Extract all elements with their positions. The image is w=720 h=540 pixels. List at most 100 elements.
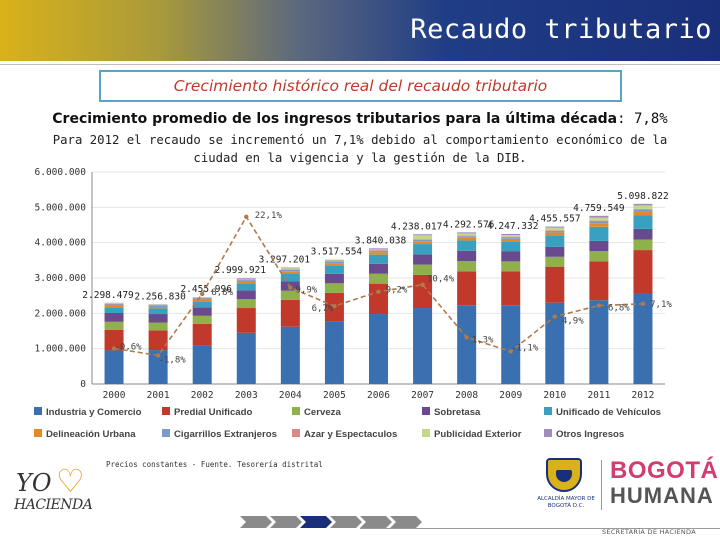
bar-segment [589,217,609,221]
bar-segment [192,298,212,300]
alcaldia-crest-logo: ALCALDÍA MAYOR DE BOGOTÁ D.C. [532,456,600,516]
bar-segment [457,261,477,272]
bar-segment [192,323,212,346]
growth-label: 1,3% [472,335,494,345]
bar-segment [236,278,256,279]
bar-segment [236,290,256,300]
x-tick-label: 2003 [235,390,258,401]
bar-segment [369,254,388,264]
logo-yo-text: YO [16,469,52,497]
x-tick-label: 2000 [103,390,126,401]
x-tick-label: 2004 [279,390,302,401]
bar-segment [545,232,565,236]
legend-label: Cerveza [304,407,341,418]
progress-chevrons [240,516,422,528]
bar-segment [369,283,388,315]
growth-point [376,289,381,294]
bar-segment [369,250,388,251]
x-tick-label: 2008 [455,390,478,401]
bar-segment [501,233,521,235]
growth-label: 8,8% [211,288,233,298]
bar-segment [280,269,300,272]
legend-label: Sobretasa [434,407,481,418]
chevron-step-icon [300,516,332,528]
bar-segment [148,305,168,307]
bar-segment [457,240,477,251]
average-growth-label: Crecimiento promedio de los ingresos tri… [52,111,618,127]
legend-label: Delineación Urbana [46,429,136,440]
bar-segment [192,299,212,302]
legend-label: Azar y Espectaculos [304,429,397,440]
x-tick-label: 2002 [191,390,214,401]
bar-segment [589,221,609,224]
bar-segment [236,308,256,333]
legend-swatch [34,429,42,437]
growth-point [552,314,558,319]
bar-segment [104,329,124,351]
bar-segment [324,260,344,262]
bar-segment [369,250,388,253]
bar-segment [148,305,168,306]
bar-segment [369,273,388,284]
bar-segment [633,293,653,384]
bar-segment [545,235,565,247]
bar-segment [413,239,433,242]
bar-segment [369,248,388,250]
bar-segment [501,236,521,238]
growth-point [508,349,513,354]
bar-segment [589,300,609,384]
legend-swatch [422,407,430,415]
bar-segment [236,281,256,284]
bar-segment [104,303,124,304]
growth-label: -0,6% [114,342,142,352]
bar-segment [545,256,565,267]
legend-swatch [162,407,170,415]
bar-segment [633,228,653,240]
bar-segment [236,332,256,384]
bar-segment [236,299,256,309]
chevron-step-icon [240,516,272,528]
bar-segment [280,269,300,270]
header-divider [0,64,720,65]
description-text: Para 2012 el recaudo se incrementó un 7,… [52,133,668,165]
bar-segment [545,230,565,232]
bar-segment [280,273,300,282]
total-label: 3.840.038 [355,235,407,246]
legend-label: Otros Ingresos [556,429,624,440]
average-growth: Crecimiento promedio de los ingresos tri… [0,111,720,127]
growth-point [244,214,249,220]
growth-label: 9,2% [386,286,408,296]
bar-segment [545,231,565,233]
legend-swatch [34,407,42,415]
x-tick-label: 2011 [587,390,610,401]
bar-segment [104,304,124,306]
total-label: 4.759.549 [573,203,625,214]
total-label: 4.247.332 [487,221,538,232]
bar-segment [324,263,344,266]
bar-segment [104,350,124,384]
total-label: 4.238.017 [391,221,442,232]
bar-segment [413,264,433,275]
growth-label: -1,1% [511,343,539,353]
growth-point [420,282,425,287]
growth-label: 7,1% [650,300,672,310]
bogota-humana-logo: BOGOTÁ HUMANA [610,458,718,508]
x-tick-label: 2006 [367,390,390,401]
header-banner: Recaudo tributario [0,0,720,61]
bar-segment [545,227,565,231]
bar-segment [324,265,344,274]
bar-segment [324,321,344,384]
bar-segment [192,315,212,324]
bar-segment [369,252,388,255]
growth-point [640,301,646,307]
bar-segment [324,261,344,264]
legend-label: Cigarrillos Extranjeros [174,429,277,440]
bar-segment [589,261,609,301]
bar-segment [236,280,256,282]
bar-segment [148,308,168,315]
bar-segment [501,238,521,242]
bar-segment [589,215,609,218]
growth-point [288,285,293,290]
bar-segment [545,266,565,303]
bar-segment [457,236,477,238]
